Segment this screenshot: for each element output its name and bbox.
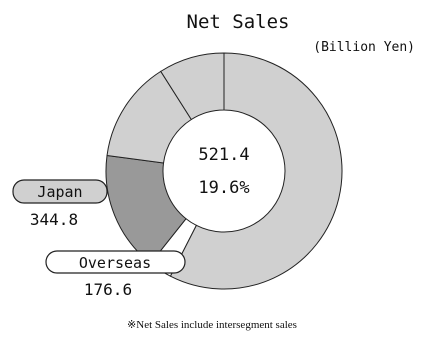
legend-japan-value: 344.8 (30, 210, 78, 229)
slice-large (169, 52, 343, 290)
slice-small (160, 52, 225, 121)
legend-japan-label: Japan (37, 183, 82, 201)
legend-overseas-box (45, 250, 186, 274)
footnote: ※Net Sales include intersegment sales (127, 319, 297, 331)
center-share: 19.6% (198, 178, 249, 198)
donut-slices (105, 52, 343, 290)
unit-label: (Billion Yen) (313, 40, 415, 55)
legend-japan-box (12, 179, 108, 204)
legend-overseas-label: Overseas (79, 254, 151, 272)
legend-japan: Japan 344.8 (12, 179, 108, 229)
chart-title: Net Sales (187, 11, 290, 33)
legend-overseas: Overseas 176.6 (45, 250, 186, 299)
legend-overseas-value: 176.6 (84, 280, 132, 299)
center-total: 521.4 (198, 145, 249, 165)
